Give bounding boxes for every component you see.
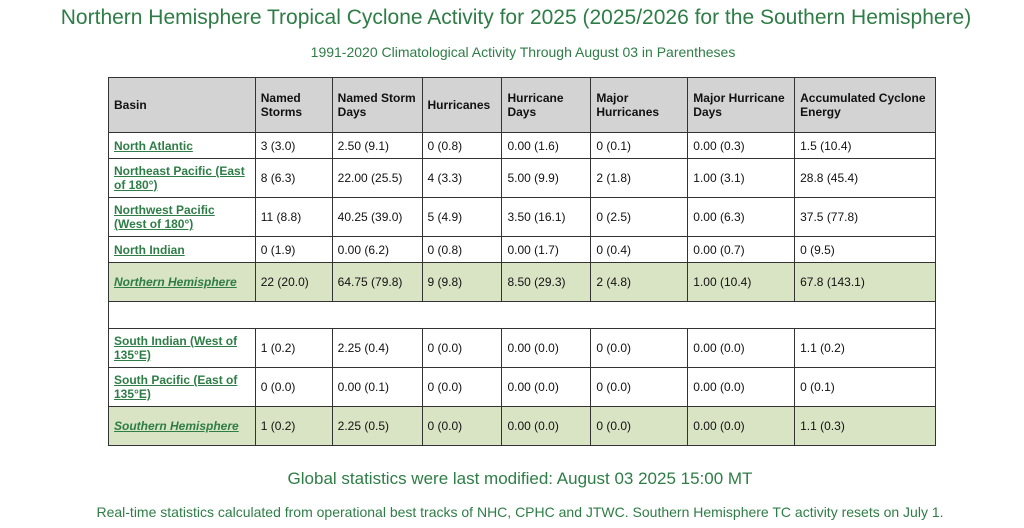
column-header-named-storm-days: Named Storm Days xyxy=(331,77,423,133)
table-cell: 64.75 (79.8) xyxy=(331,262,423,302)
table-row: North Atlantic 3 (3.0) 2.50 (9.1) 0 (0.8… xyxy=(108,132,936,159)
column-header-ace: Accumulated Cyclone Energy xyxy=(794,77,936,133)
table-cell: 0 (0.0) xyxy=(421,406,503,446)
table-row-northern-total: Northern Hemisphere 22 (20.0) 64.75 (79.… xyxy=(108,262,936,302)
table-cell: 67.8 (143.1) xyxy=(794,262,936,302)
basin-link-north-indian[interactable]: North Indian xyxy=(114,242,185,257)
basin-link-south-pacific[interactable]: South Pacific (East of 135°E) xyxy=(114,373,238,401)
table-cell: 0.00 (1.7) xyxy=(501,236,592,263)
table-cell: 0 (0.1) xyxy=(794,367,936,407)
table-cell: 0 (1.9) xyxy=(254,236,333,263)
table-row: North Indian 0 (1.9) 0.00 (6.2) 0 (0.8) … xyxy=(108,236,936,263)
table-cell: 2.25 (0.5) xyxy=(331,406,423,446)
basin-link-south-indian[interactable]: South Indian (West of 135°E) xyxy=(114,334,238,362)
basin-link-northwest-pacific[interactable]: Northwest Pacific (West of 180°) xyxy=(114,203,215,231)
table-cell: 22.00 (25.5) xyxy=(331,158,423,198)
table-cell: 37.5 (77.8) xyxy=(794,197,936,237)
table-cell: 5 (4.9) xyxy=(421,197,503,237)
table-cell: 2.25 (0.4) xyxy=(331,328,423,368)
table-cell: 1 (0.2) xyxy=(254,406,333,446)
column-header-basin: Basin xyxy=(108,77,256,133)
table-cell: 0 (0.0) xyxy=(254,367,333,407)
table-cell: 0 (0.0) xyxy=(590,328,689,368)
column-header-major-hurricanes: Major Hurricanes xyxy=(590,77,689,133)
table-cell: 0.00 (6.3) xyxy=(687,197,796,237)
table-cell: 0 (0.0) xyxy=(590,367,689,407)
table-cell: 5.00 (9.9) xyxy=(501,158,592,198)
table-cell: 4 (3.3) xyxy=(421,158,503,198)
table-cell: 40.25 (39.0) xyxy=(331,197,423,237)
table-cell: 0.00 (0.3) xyxy=(687,132,796,159)
footer-note: Real-time statistics calculated from ope… xyxy=(96,504,944,520)
table-cell: 0.00 (0.0) xyxy=(501,328,592,368)
page-title: Northern Hemisphere Tropical Cyclone Act… xyxy=(60,6,972,29)
table-cell: 0.00 (0.0) xyxy=(501,367,592,407)
table-cell: 0.00 (1.6) xyxy=(501,132,592,159)
basin-link-northern-hemisphere[interactable]: Northern Hemisphere xyxy=(114,275,237,289)
basin-link-northeast-pacific[interactable]: Northeast Pacific (East of 180°) xyxy=(114,164,245,192)
table-cell: 28.8 (45.4) xyxy=(794,158,936,198)
table-cell: 0.00 (0.0) xyxy=(687,406,796,446)
table-row: Northeast Pacific (East of 180°) 8 (6.3)… xyxy=(108,158,936,198)
column-header-hurricanes: Hurricanes xyxy=(421,77,503,133)
table-cell: 2.50 (9.1) xyxy=(331,132,423,159)
table-cell: 1.5 (10.4) xyxy=(794,132,936,159)
table-cell: 0 (9.5) xyxy=(794,236,936,263)
table-row: South Indian (West of 135°E) 1 (0.2) 2.2… xyxy=(108,328,936,368)
table-cell: 2 (4.8) xyxy=(590,262,689,302)
table-row-southern-total: Southern Hemisphere 1 (0.2) 2.25 (0.5) 0… xyxy=(108,406,936,446)
table-row: Northwest Pacific (West of 180°) 11 (8.8… xyxy=(108,197,936,237)
table-cell: 0 (0.0) xyxy=(590,406,689,446)
table-cell: 2 (1.8) xyxy=(590,158,689,198)
last-modified-text: Global statistics were last modified: Au… xyxy=(287,469,753,488)
table-cell: 1.00 (3.1) xyxy=(687,158,796,198)
table-row: South Pacific (East of 135°E) 0 (0.0) 0.… xyxy=(108,367,936,407)
table-cell: 3 (3.0) xyxy=(254,132,333,159)
table-cell: 0.00 (0.1) xyxy=(331,367,423,407)
table-cell: 0.00 (0.0) xyxy=(687,367,796,407)
table-cell: 0 (0.1) xyxy=(590,132,689,159)
table-cell: 0 (0.0) xyxy=(421,328,503,368)
table-cell: 11 (8.8) xyxy=(254,197,333,237)
table-cell: 0.00 (0.0) xyxy=(687,328,796,368)
table-cell: 0 (0.8) xyxy=(421,132,503,159)
table-spacer-row xyxy=(108,301,936,329)
table-header-row: Basin Named Storms Named Storm Days Hurr… xyxy=(108,77,936,133)
table-cell: 0 (2.5) xyxy=(590,197,689,237)
table-cell: 9 (9.8) xyxy=(421,262,503,302)
table-cell: 8 (6.3) xyxy=(254,158,333,198)
table-cell: 0 (0.0) xyxy=(421,367,503,407)
page-subtitle: 1991-2020 Climatological Activity Throug… xyxy=(310,44,736,60)
table-cell: 0.00 (6.2) xyxy=(331,236,423,263)
table-cell: 0.00 (0.7) xyxy=(687,236,796,263)
column-header-named-storms: Named Storms xyxy=(254,77,333,133)
column-header-hurricane-days: Hurricane Days xyxy=(501,77,592,133)
table-cell: 0 (0.4) xyxy=(590,236,689,263)
table-cell: 1.1 (0.2) xyxy=(794,328,936,368)
cyclone-activity-table: Basin Named Storms Named Storm Days Hurr… xyxy=(108,77,936,446)
column-header-major-hurricane-days: Major Hurricane Days xyxy=(687,77,796,133)
table-cell: 1.00 (10.4) xyxy=(687,262,796,302)
basin-link-southern-hemisphere[interactable]: Southern Hemisphere xyxy=(114,419,239,433)
table-cell: 8.50 (29.3) xyxy=(501,262,592,302)
table-cell: 1 (0.2) xyxy=(254,328,333,368)
table-cell: 1.1 (0.3) xyxy=(794,406,936,446)
table-cell: 22 (20.0) xyxy=(254,262,333,302)
table-cell: 0 (0.8) xyxy=(421,236,503,263)
table-cell: 3.50 (16.1) xyxy=(501,197,592,237)
basin-link-north-atlantic[interactable]: North Atlantic xyxy=(114,138,193,153)
table-cell: 0.00 (0.0) xyxy=(501,406,592,446)
